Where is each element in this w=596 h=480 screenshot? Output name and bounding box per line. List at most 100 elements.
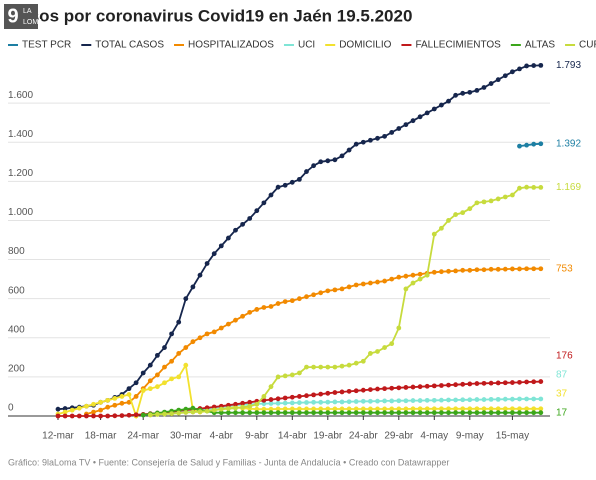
point: [197, 335, 203, 341]
point: [517, 185, 522, 191]
point: [183, 410, 189, 415]
point: [346, 362, 352, 368]
point: [126, 392, 132, 397]
legend-label: UCI: [298, 40, 315, 51]
point: [289, 372, 295, 378]
point: [62, 406, 68, 411]
point: [247, 403, 253, 409]
point: [431, 406, 437, 412]
point: [325, 390, 331, 396]
point: [233, 317, 238, 323]
point: [481, 267, 487, 273]
point: [226, 402, 231, 408]
point: [495, 77, 501, 83]
point: [382, 133, 387, 139]
point: [318, 290, 324, 296]
point: [275, 374, 281, 380]
point: [311, 406, 316, 412]
point: [510, 396, 515, 402]
legend-label: TEST PCR: [22, 40, 71, 51]
point: [339, 153, 345, 159]
point: [339, 363, 345, 369]
point: [62, 413, 68, 419]
point: [424, 410, 430, 416]
point: [424, 406, 430, 412]
point: [410, 118, 416, 124]
point: [311, 410, 316, 416]
point: [431, 231, 437, 237]
point: [332, 406, 338, 412]
point: [396, 410, 402, 416]
point: [524, 379, 529, 385]
point: [396, 126, 402, 131]
point: [360, 139, 366, 145]
point: [538, 266, 544, 272]
point: [375, 349, 380, 354]
point: [396, 398, 402, 404]
point: [304, 169, 309, 174]
point: [517, 266, 522, 272]
point: [375, 398, 380, 404]
point: [517, 143, 522, 149]
point: [169, 358, 175, 364]
point: [183, 406, 189, 412]
point: [325, 399, 331, 405]
point: [339, 389, 345, 395]
point: [261, 397, 267, 403]
point: [162, 345, 167, 350]
point: [91, 409, 96, 415]
point: [389, 276, 395, 282]
logo: 9 LA LOMA: [4, 4, 43, 29]
point: [76, 413, 82, 419]
point: [155, 372, 160, 378]
point: [453, 268, 458, 274]
point: [453, 382, 458, 388]
point: [126, 412, 132, 418]
point: [446, 406, 451, 412]
point: [382, 386, 387, 392]
point: [382, 410, 387, 416]
point: [403, 406, 409, 412]
point: [275, 396, 281, 402]
point: [325, 364, 331, 370]
point: [389, 341, 395, 347]
point: [226, 235, 231, 241]
point: [218, 243, 224, 249]
y-tick-label: 1.200: [8, 168, 33, 179]
point: [55, 413, 61, 419]
point: [410, 406, 416, 412]
point: [488, 81, 494, 86]
point: [531, 63, 537, 68]
point: [481, 406, 487, 412]
point: [332, 410, 338, 416]
point: [495, 396, 501, 402]
point: [439, 269, 444, 275]
point: [190, 409, 196, 415]
grid: 0 200 400 600 800 1.000 1.200 1.400 1.600 12-mar 1…: [8, 90, 550, 442]
point: [510, 266, 515, 272]
legend-label: TOTAL CASOS: [95, 40, 164, 51]
point: [474, 200, 480, 206]
point: [446, 268, 451, 274]
point: [282, 373, 288, 379]
point: [467, 410, 473, 416]
point: [368, 137, 373, 143]
legend-item: DOMICILIO: [325, 40, 392, 51]
point: [517, 379, 522, 385]
point: [140, 388, 146, 393]
point: [410, 272, 416, 278]
point: [410, 280, 416, 286]
point: [510, 192, 515, 198]
point: [467, 397, 473, 403]
point: [155, 412, 160, 417]
point: [368, 280, 373, 286]
point: [311, 399, 316, 405]
point: [524, 142, 529, 148]
point: [368, 406, 373, 412]
line: [86, 267, 541, 415]
point: [431, 410, 437, 416]
point: [332, 364, 338, 370]
point: [368, 351, 373, 356]
point: [431, 106, 437, 112]
